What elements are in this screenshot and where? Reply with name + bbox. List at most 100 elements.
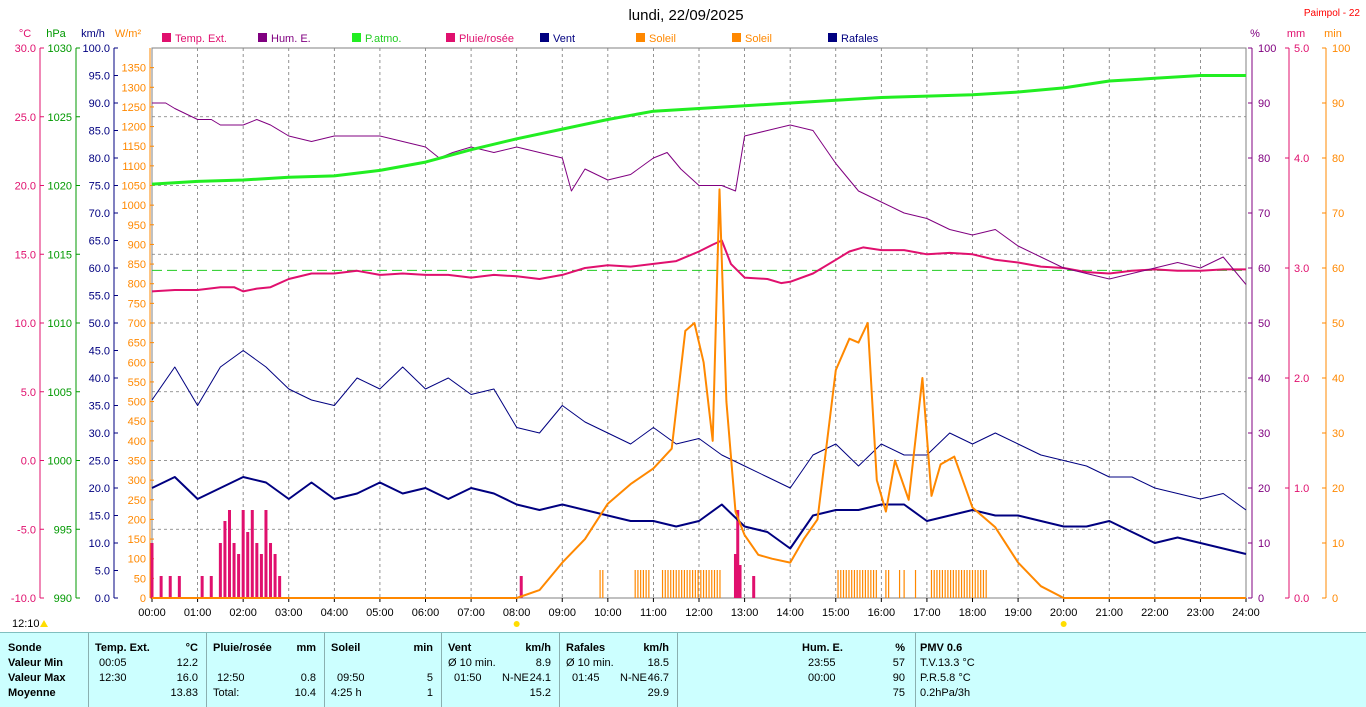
time-marker-icon: [40, 620, 48, 627]
axis-rain-label: 0.0: [1294, 593, 1309, 605]
rain-bar: [159, 576, 163, 598]
stats-wind-min-val: 8.9: [535, 657, 551, 669]
axis-pressure-label: 1015: [48, 249, 72, 261]
unit-rain: mm: [1287, 28, 1305, 40]
stats-gust-max-time: 01:45: [572, 672, 600, 684]
axis-x-label: 13:00: [731, 607, 759, 619]
stats-row-max: Valeur Max: [8, 672, 66, 684]
axis-x-label: 01:00: [184, 607, 212, 619]
axis-x-label: 06:00: [412, 607, 440, 619]
rain-bar: [232, 543, 236, 598]
axis-rain-label: 2.0: [1294, 373, 1309, 385]
axis-solar-label: 850: [128, 259, 146, 271]
unit-pressure: hPa: [46, 28, 66, 40]
axis-speed-label: 0.0: [95, 593, 110, 605]
stats-row-avg: Moyenne: [8, 687, 56, 699]
axis-x-label: 23:00: [1187, 607, 1215, 619]
axis-speed-label: 15.0: [89, 511, 110, 523]
axis-pressure-label: 1010: [48, 318, 72, 330]
legend-swatch: [446, 33, 455, 42]
axis-speed-label: 70.0: [89, 208, 110, 220]
time-marker: 12:10: [12, 618, 40, 630]
axis-solar-label: 250: [128, 495, 146, 507]
axis-solar-label: 50: [134, 573, 146, 585]
axis-solar-label: 0: [140, 593, 146, 605]
axis-rain-label: 3.0: [1294, 263, 1309, 275]
legend-swatch: [258, 33, 267, 42]
axis-humidity-label: 30: [1258, 428, 1270, 440]
stats-wind-max-val: 24.1: [529, 672, 551, 684]
legend-label: Soleil: [745, 33, 772, 45]
rain-bar: [752, 576, 756, 598]
axis-speed-label: 75.0: [89, 181, 110, 193]
axis-speed-label: 85.0: [89, 126, 110, 138]
stats-wind-avg: 15.2: [529, 687, 551, 699]
axis-solar-label: 300: [128, 475, 146, 487]
axis-sun-min-label: 20: [1332, 483, 1344, 495]
axis-sun-min-label: 10: [1332, 538, 1344, 550]
unit-sun-min: min: [1324, 28, 1342, 40]
axis-sun-min-label: 50: [1332, 318, 1344, 330]
axis-speed-label: 20.0: [89, 483, 110, 495]
axis-solar-label: 1100: [122, 161, 146, 173]
axis-x-label: 20:00: [1050, 607, 1078, 619]
stats-hum-max-time: 00:00: [808, 672, 836, 684]
axis-solar-label: 900: [128, 239, 146, 251]
axis-speed-label: 90.0: [89, 98, 110, 110]
rain-bar: [227, 510, 231, 598]
series-lines: [151, 74, 1247, 627]
stats-rain-max-val: 0.8: [300, 672, 316, 684]
axis-speed-label: 65.0: [89, 236, 110, 248]
stats-gust-unit: km/h: [643, 642, 669, 654]
humidity-line: [152, 102, 1247, 285]
axis-solar-label: 100: [128, 554, 146, 566]
stats-wind-min-label: Ø 10 min.: [448, 657, 496, 669]
legend-swatch: [732, 33, 741, 42]
stats-rain-unit: mm: [296, 642, 316, 654]
pressure-line: [151, 74, 1246, 186]
gust-line: [151, 350, 1247, 511]
stats-gust-max-dir: N-NE: [620, 672, 647, 684]
axis-sun-min-label: 0: [1332, 593, 1338, 605]
axis-pressure-label: 990: [54, 593, 72, 605]
axis-humidity-label: 0: [1258, 593, 1264, 605]
rain-bar: [218, 543, 222, 598]
stats-pmv-pr: P.R.5.8 °C: [920, 672, 971, 684]
stats-temp-unit: °C: [185, 642, 198, 654]
stats-hum-max-val: 90: [892, 672, 905, 684]
axis-speed-label: 55.0: [89, 291, 110, 303]
stats-rain-total: 10.4: [294, 687, 316, 699]
axis-x-label: 10:00: [594, 607, 622, 619]
legend-swatch: [352, 33, 361, 42]
chart-background: [0, 0, 1366, 632]
rain-bar: [733, 554, 737, 598]
axis-solar-label: 1350: [122, 63, 146, 75]
axis-temp-label: -10.0: [11, 593, 36, 605]
rain-bar: [209, 576, 213, 598]
stats-row-min: Valeur Min: [8, 657, 64, 669]
axis-temp-label: 0.0: [21, 456, 36, 468]
legend-swatch: [828, 33, 837, 42]
axis-solar-label: 500: [128, 397, 146, 409]
stats-temp-max-time: 12:30: [99, 672, 127, 684]
axis-pressure-label: 1025: [48, 112, 72, 124]
axis-temp-label: 25.0: [15, 112, 36, 124]
rain-bar: [223, 521, 227, 598]
axis-speed-label: 40.0: [89, 373, 110, 385]
axis-solar-label: 750: [128, 298, 146, 310]
axis-solar-label: 200: [128, 514, 146, 526]
axis-x-label: 12:00: [685, 607, 713, 619]
axis-humidity-label: 20: [1258, 483, 1270, 495]
stats-wind-max-dir: N-NE: [502, 672, 529, 684]
axis-solar-label: 1150: [122, 141, 146, 153]
axis-speed-label: 60.0: [89, 263, 110, 275]
axis-solar-label: 650: [128, 338, 146, 350]
axis-speed-label: 50.0: [89, 318, 110, 330]
stats-sun-max-val: 5: [426, 672, 433, 684]
stats-gust-min-label: Ø 10 min.: [566, 657, 614, 669]
stats-wind-max-time: 01:50: [454, 672, 482, 684]
axis-x-label: 08:00: [503, 607, 531, 619]
stats-sun-duration: 4:25 h: [331, 687, 362, 699]
unit-speed: km/h: [81, 28, 105, 40]
stats-gust-min-val: 18.5: [647, 657, 669, 669]
